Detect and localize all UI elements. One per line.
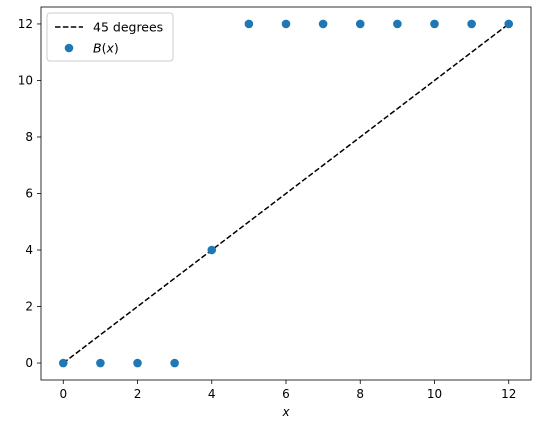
legend-label: 45 degrees — [93, 20, 163, 35]
x-tick-label: 4 — [208, 387, 216, 401]
data-point — [318, 19, 328, 29]
data-point — [244, 19, 254, 29]
data-point — [281, 19, 291, 29]
data-point — [58, 358, 68, 368]
ticks: 0 2 4 6 8 10 12 0 2 4 6 8 10 12 — [18, 17, 517, 401]
y-tick-label: 12 — [18, 17, 33, 31]
data-point — [504, 19, 514, 29]
data-point — [207, 245, 217, 255]
legend-box — [46, 12, 174, 62]
y-tick-label: 10 — [18, 73, 33, 87]
x-tick-label: 12 — [501, 387, 516, 401]
data-point — [393, 19, 402, 29]
data-point — [96, 358, 105, 368]
y-tick-label: 0 — [25, 356, 33, 370]
legend-marker-swatch — [64, 43, 74, 53]
x-tick-label: 8 — [356, 387, 364, 401]
y-tick-label: 4 — [25, 243, 33, 257]
x-tick-label: 10 — [427, 387, 442, 401]
axis-labels: x — [281, 405, 290, 419]
legend: 45 degrees B(x) — [46, 12, 174, 62]
plot-area — [58, 19, 514, 368]
x-tick-label: 2 — [134, 387, 142, 401]
y-tick-label: 2 — [25, 300, 33, 314]
y-tick-label: 8 — [25, 130, 33, 144]
legend-label: B(x) — [93, 41, 119, 56]
y-tick-label: 6 — [25, 187, 33, 201]
data-point — [467, 19, 476, 29]
series-line-45-degrees — [62, 23, 510, 364]
x-axis-label: x — [281, 405, 290, 419]
data-point — [430, 19, 439, 29]
data-point — [133, 358, 142, 368]
x-tick-label: 6 — [282, 387, 290, 401]
data-point — [355, 19, 365, 29]
x-tick-label: 0 — [59, 387, 67, 401]
data-point — [170, 358, 179, 368]
